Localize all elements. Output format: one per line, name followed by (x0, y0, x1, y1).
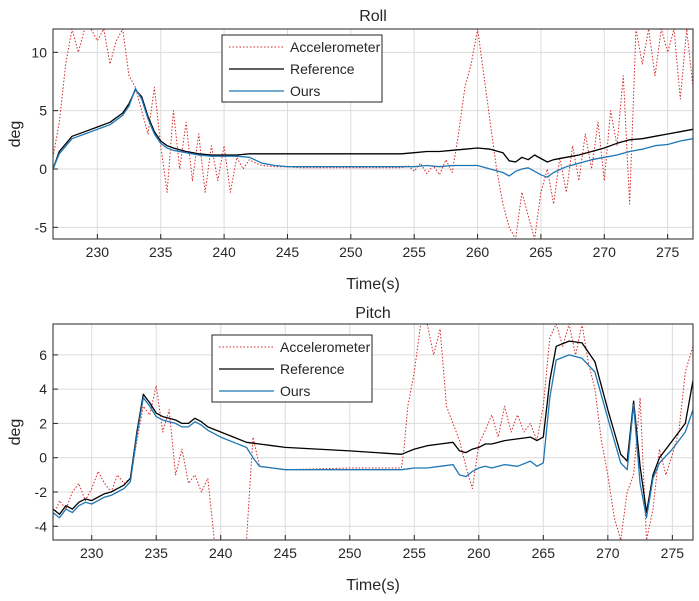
pitch-series-accelerometer (53, 324, 693, 540)
pitch-chart: 230 235 240 245 250 255 260 265 270 275 -4 -2 0 2 4 6 P… (7, 305, 694, 594)
roll-x-tick-label: 240 (212, 244, 236, 260)
roll-series-accelerometer (53, 29, 693, 239)
pitch-x-tick-label: 255 (403, 545, 427, 561)
roll-x-tick-label: 245 (276, 244, 300, 260)
roll-plot-frame (52, 28, 694, 240)
roll-ticks: 230 235 240 245 250 255 260 265 270 275 -5 0 5 10 (31, 44, 679, 260)
pitch-x-tick-label: 245 (274, 545, 298, 561)
roll-x-tick-label: 270 (593, 244, 617, 260)
roll-series-ours (53, 87, 693, 178)
roll-y-tick-label: 5 (39, 103, 47, 119)
roll-x-axis-label: Time(s) (346, 276, 400, 293)
roll-chart: 230 235 240 245 250 255 260 265 270 275 -5 0 5 10 Rol… (7, 8, 694, 293)
pitch-x-axis-label: Time(s) (346, 577, 400, 594)
roll-legend: Accelerometer Reference Ours (221, 34, 383, 103)
roll-y-tick-label: -5 (35, 219, 48, 235)
roll-y-tick-label: 10 (31, 44, 47, 60)
pitch-y-tick-label: -4 (35, 518, 48, 534)
roll-y-axis-label: deg (7, 121, 24, 148)
roll-title: Roll (359, 8, 387, 25)
roll-legend-label-ours: Ours (290, 83, 320, 99)
pitch-y-tick-label: -2 (35, 484, 48, 500)
roll-series (53, 29, 693, 239)
roll-x-tick-label: 255 (403, 244, 427, 260)
roll-x-tick-label: 275 (656, 244, 680, 260)
pitch-y-axis-label: deg (7, 419, 24, 446)
pitch-x-tick-label: 265 (532, 545, 556, 561)
roll-x-tick-label: 250 (339, 244, 363, 260)
pitch-series (53, 324, 693, 540)
pitch-y-tick-label: 0 (39, 450, 47, 466)
pitch-series-ours (53, 354, 693, 519)
pitch-legend-label-accelerometer: Accelerometer (280, 339, 371, 355)
roll-y-tick-label: 0 (39, 161, 47, 177)
pitch-x-tick-label: 235 (145, 545, 169, 561)
pitch-x-tick-label: 250 (338, 545, 362, 561)
pitch-x-tick-label: 260 (467, 545, 491, 561)
pitch-ticks: 230 235 240 245 250 255 260 265 270 275 -4 -2 0 2 4 6 (35, 347, 685, 561)
pitch-x-tick-label: 275 (661, 545, 685, 561)
pitch-legend: Accelerometer Reference Ours (211, 334, 373, 403)
roll-legend-label-accelerometer: Accelerometer (290, 39, 381, 55)
roll-x-tick-label: 230 (86, 244, 110, 260)
roll-x-tick-label: 260 (466, 244, 490, 260)
pitch-title: Pitch (355, 305, 391, 322)
pitch-y-tick-label: 4 (39, 381, 47, 397)
pitch-y-tick-label: 2 (39, 415, 47, 431)
pitch-x-tick-label: 270 (596, 545, 620, 561)
pitch-x-tick-label: 230 (80, 545, 104, 561)
pitch-legend-label-ours: Ours (280, 383, 310, 399)
roll-x-tick-label: 235 (149, 244, 173, 260)
pitch-x-tick-label: 240 (209, 545, 233, 561)
pitch-plot-area (53, 324, 693, 540)
pitch-legend-label-reference: Reference (280, 361, 345, 377)
pitch-series-reference (53, 340, 693, 515)
roll-x-tick-label: 265 (529, 244, 553, 260)
pitch-plot-frame (52, 323, 694, 541)
pitch-y-tick-label: 6 (39, 347, 47, 363)
pitch-grid (53, 324, 693, 540)
roll-legend-label-reference: Reference (290, 61, 355, 77)
